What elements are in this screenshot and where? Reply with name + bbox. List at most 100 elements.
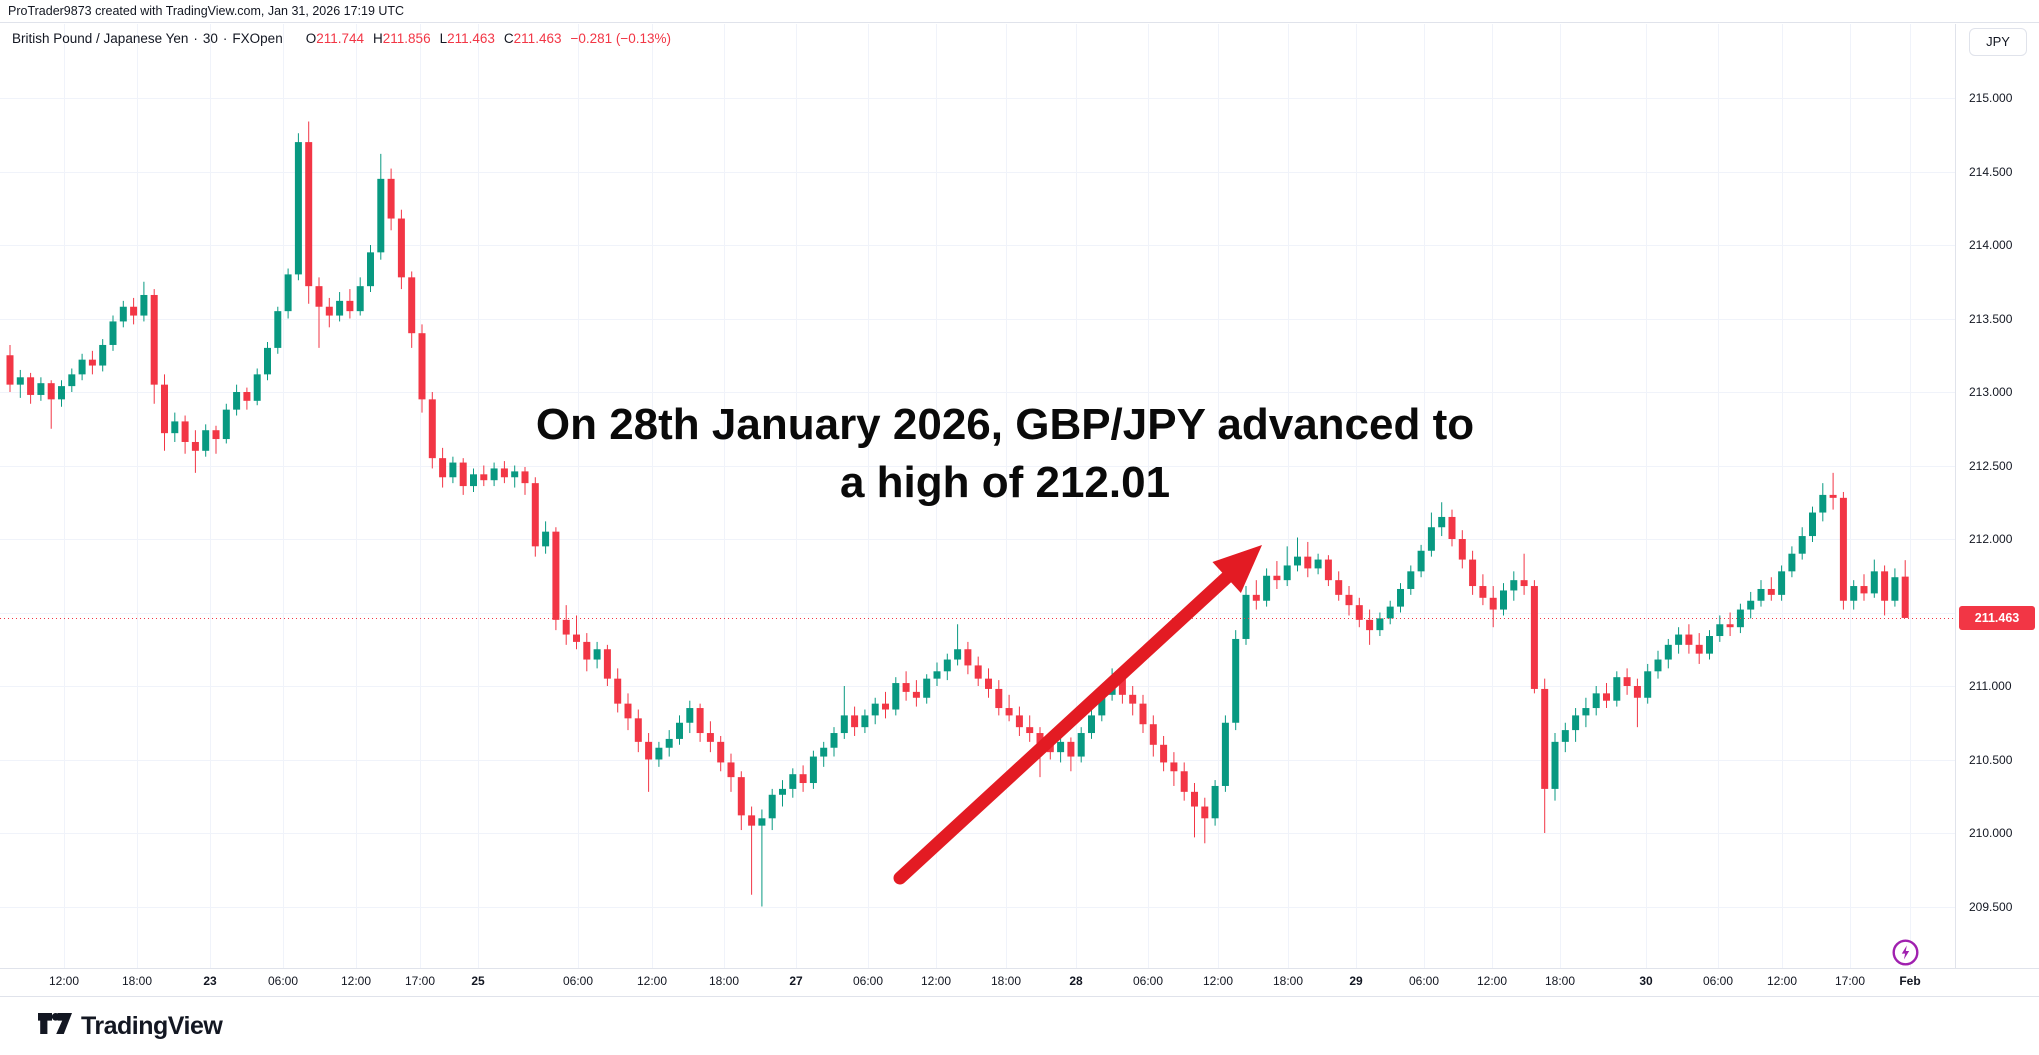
candle-body [840, 715, 848, 734]
candle-body [1407, 571, 1415, 589]
candle-body [779, 788, 786, 795]
candle-body [202, 430, 210, 451]
candle-body [1664, 644, 1672, 660]
high-value: 211.856 [382, 31, 431, 46]
candle-body [1510, 580, 1518, 591]
time-axis-label: 12:00 [1766, 974, 1798, 988]
candle-body [1726, 624, 1734, 628]
candle-body [1438, 516, 1446, 528]
candle-body [552, 531, 560, 620]
price-tick-label: 214.500 [1969, 164, 2013, 179]
candle-body [624, 703, 632, 719]
candle-body [16, 377, 24, 385]
candle-body [1448, 516, 1456, 539]
candle-body [1860, 586, 1868, 594]
candle-body [985, 678, 992, 689]
time-axis-label: 12:00 [1202, 974, 1234, 988]
close-label: C [503, 31, 514, 46]
time-axis-label: 12:00 [340, 974, 372, 988]
candle-body [449, 462, 457, 478]
candle-body [1314, 559, 1322, 569]
candle-body [418, 333, 426, 400]
time-axis-day-label: Feb [1899, 974, 1921, 988]
price-tick-label: 210.500 [1969, 752, 2013, 767]
candle-body [253, 374, 261, 401]
candle-body [1644, 671, 1652, 698]
time-axis-label: 17:00 [1834, 974, 1866, 988]
time-axis-day-label: 27 [789, 974, 803, 988]
candle-body [243, 392, 251, 401]
candle-body [1088, 715, 1095, 734]
close-value: 211.463 [513, 31, 562, 46]
event-lightning-icon[interactable] [1892, 939, 1919, 966]
candle-body [1551, 741, 1559, 789]
tradingview-wordmark: TradingView [81, 1012, 223, 1040]
price-tick-label: 212.500 [1969, 458, 2013, 473]
candle-body [1417, 550, 1425, 572]
candle-body [974, 665, 982, 679]
candle-body [820, 747, 828, 757]
candle-body [1118, 678, 1126, 695]
time-axis-day-label: 28 [1069, 974, 1083, 988]
price-tick-label: 209.500 [1969, 899, 2013, 914]
candle-body [1675, 634, 1683, 645]
time-axis[interactable]: 12:00 18:00 23 06:00 12:00 17:00 25 06:00 12:00 1… [0, 968, 2039, 997]
last-price-badge: 211.463 [1959, 605, 2035, 630]
candle-body [1541, 688, 1549, 789]
currency-badge[interactable]: JPY [1969, 28, 2027, 56]
candle-body [954, 649, 962, 660]
candle-body [315, 286, 323, 307]
candle-body [861, 715, 869, 728]
candle-body [1561, 730, 1569, 742]
high-label: H [373, 31, 383, 46]
candle-body [799, 774, 807, 784]
candle-body [356, 286, 364, 312]
price-axis[interactable]: JPY 215.000 214.500 214.000 213.500 213.000 2… [1955, 24, 2039, 997]
annotation-arrowhead [1212, 545, 1262, 593]
symbol-name[interactable]: British Pound / Japanese Yen [12, 31, 189, 46]
time-axis-label: 12:00 [920, 974, 952, 988]
candle-body [346, 300, 354, 312]
candle-body [1376, 618, 1384, 631]
candle-body [1026, 727, 1034, 734]
candle-body [727, 762, 735, 778]
candle-body [1067, 741, 1075, 757]
legend-separator: · [193, 31, 198, 46]
candle-body [191, 441, 199, 451]
candle-body [1582, 708, 1590, 716]
candle-body [284, 274, 292, 312]
time-axis-day-label: 25 [471, 974, 485, 988]
candle-body [1355, 605, 1363, 620]
candle-body [706, 733, 714, 742]
chart-interval[interactable]: 30 [202, 31, 218, 46]
open-label: O [305, 31, 317, 46]
candle-body [78, 359, 86, 375]
candle-body [47, 383, 55, 400]
candle-body [686, 708, 694, 723]
time-axis-day-label: 23 [203, 974, 217, 988]
candle-body [789, 774, 797, 789]
time-axis-day-label: 29 [1349, 974, 1363, 988]
candle-body [1273, 575, 1281, 581]
candle-body [1129, 694, 1137, 704]
exchange-name[interactable]: FXOpen [232, 31, 283, 46]
candle-body [367, 252, 374, 287]
candle-body [68, 374, 76, 387]
candle-body [943, 659, 951, 672]
candle-body [1427, 527, 1435, 551]
candle-body [500, 468, 508, 478]
candle-body [1221, 722, 1229, 786]
candle-body [665, 738, 673, 748]
candle-body [439, 458, 447, 478]
candle-body [1160, 744, 1168, 763]
annotation-line-1: On 28th January 2026, GBP/JPY advanced t… [535, 400, 1475, 449]
candle-body [161, 384, 168, 434]
open-value: 211.744 [316, 31, 365, 46]
candle-body [892, 683, 900, 710]
candle-body [1850, 586, 1858, 601]
price-tick-label: 212.000 [1969, 532, 2013, 546]
candle-body [1623, 677, 1631, 686]
candle-body [603, 649, 611, 679]
candlestick-chart-pane[interactable] [0, 24, 1955, 968]
tradingview-logo[interactable]: TradingView [38, 1012, 223, 1041]
